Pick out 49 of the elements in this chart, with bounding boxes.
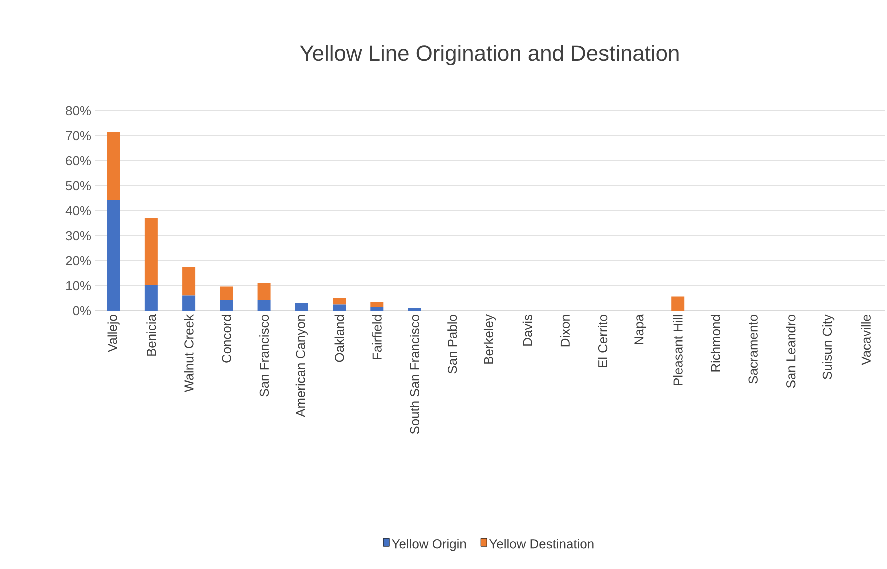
chart-title: Yellow Line Origination and Destination <box>300 45 679 66</box>
y-tick-label: 50% <box>66 181 92 191</box>
x-tick-label: Oakland <box>334 315 344 362</box>
x-tick-label: Suisun City <box>822 314 835 380</box>
y-tick-label: 70% <box>66 131 92 141</box>
x-tick-label: Pleasant Hill <box>673 315 683 386</box>
y-tick-label: 10% <box>66 281 92 291</box>
x-tick-label: Napa <box>634 314 646 344</box>
x-tick-label: El Cerrito <box>598 315 608 368</box>
legend-label: Yellow Origin <box>392 539 466 552</box>
x-tick-label: Berkeley <box>484 314 496 364</box>
x-tick-label: Sacramento <box>748 315 758 384</box>
bar <box>107 200 120 311</box>
x-tick-label: Davis <box>522 314 532 346</box>
bar <box>672 296 685 311</box>
bar <box>333 298 346 305</box>
x-tick-label: San Francisco <box>260 315 270 397</box>
bar <box>144 218 158 286</box>
x-tick-label: South San Francisco <box>410 315 420 434</box>
y-tick-label: 30% <box>66 231 92 241</box>
x-tick-label: American Canyon <box>296 315 308 418</box>
x-tick-label: Vacaville <box>861 315 871 366</box>
x-tick-label: San Pablo <box>448 315 458 374</box>
x-tick-label: Fairfield <box>372 315 382 360</box>
y-tick-label: 60% <box>66 156 92 166</box>
x-tick-label: Benicia <box>146 314 156 356</box>
bar <box>182 267 196 296</box>
legend-label: Yellow Destination <box>490 539 594 549</box>
y-tick-label: 80% <box>66 106 92 116</box>
bar <box>182 296 196 311</box>
x-tick-label: Dixon <box>560 315 570 347</box>
bar <box>220 300 234 311</box>
bar <box>258 300 271 311</box>
bar <box>107 132 120 200</box>
bar <box>370 302 384 307</box>
bar <box>370 307 384 311</box>
x-tick-label: Richmond <box>710 315 720 372</box>
y-tick-label: 40% <box>66 206 92 216</box>
bar <box>258 283 271 300</box>
bar <box>144 286 158 311</box>
x-tick-label: Vallejo <box>108 315 120 352</box>
x-tick-label: Concord <box>222 315 232 363</box>
x-tick-label: San Leandro <box>786 315 796 388</box>
x-tick-label: Walnut Creek <box>184 314 194 392</box>
bar <box>295 304 308 311</box>
bar <box>333 304 346 311</box>
bar <box>220 286 234 300</box>
y-tick-label: 20% <box>66 256 92 266</box>
y-tick-label: 0% <box>73 306 92 316</box>
